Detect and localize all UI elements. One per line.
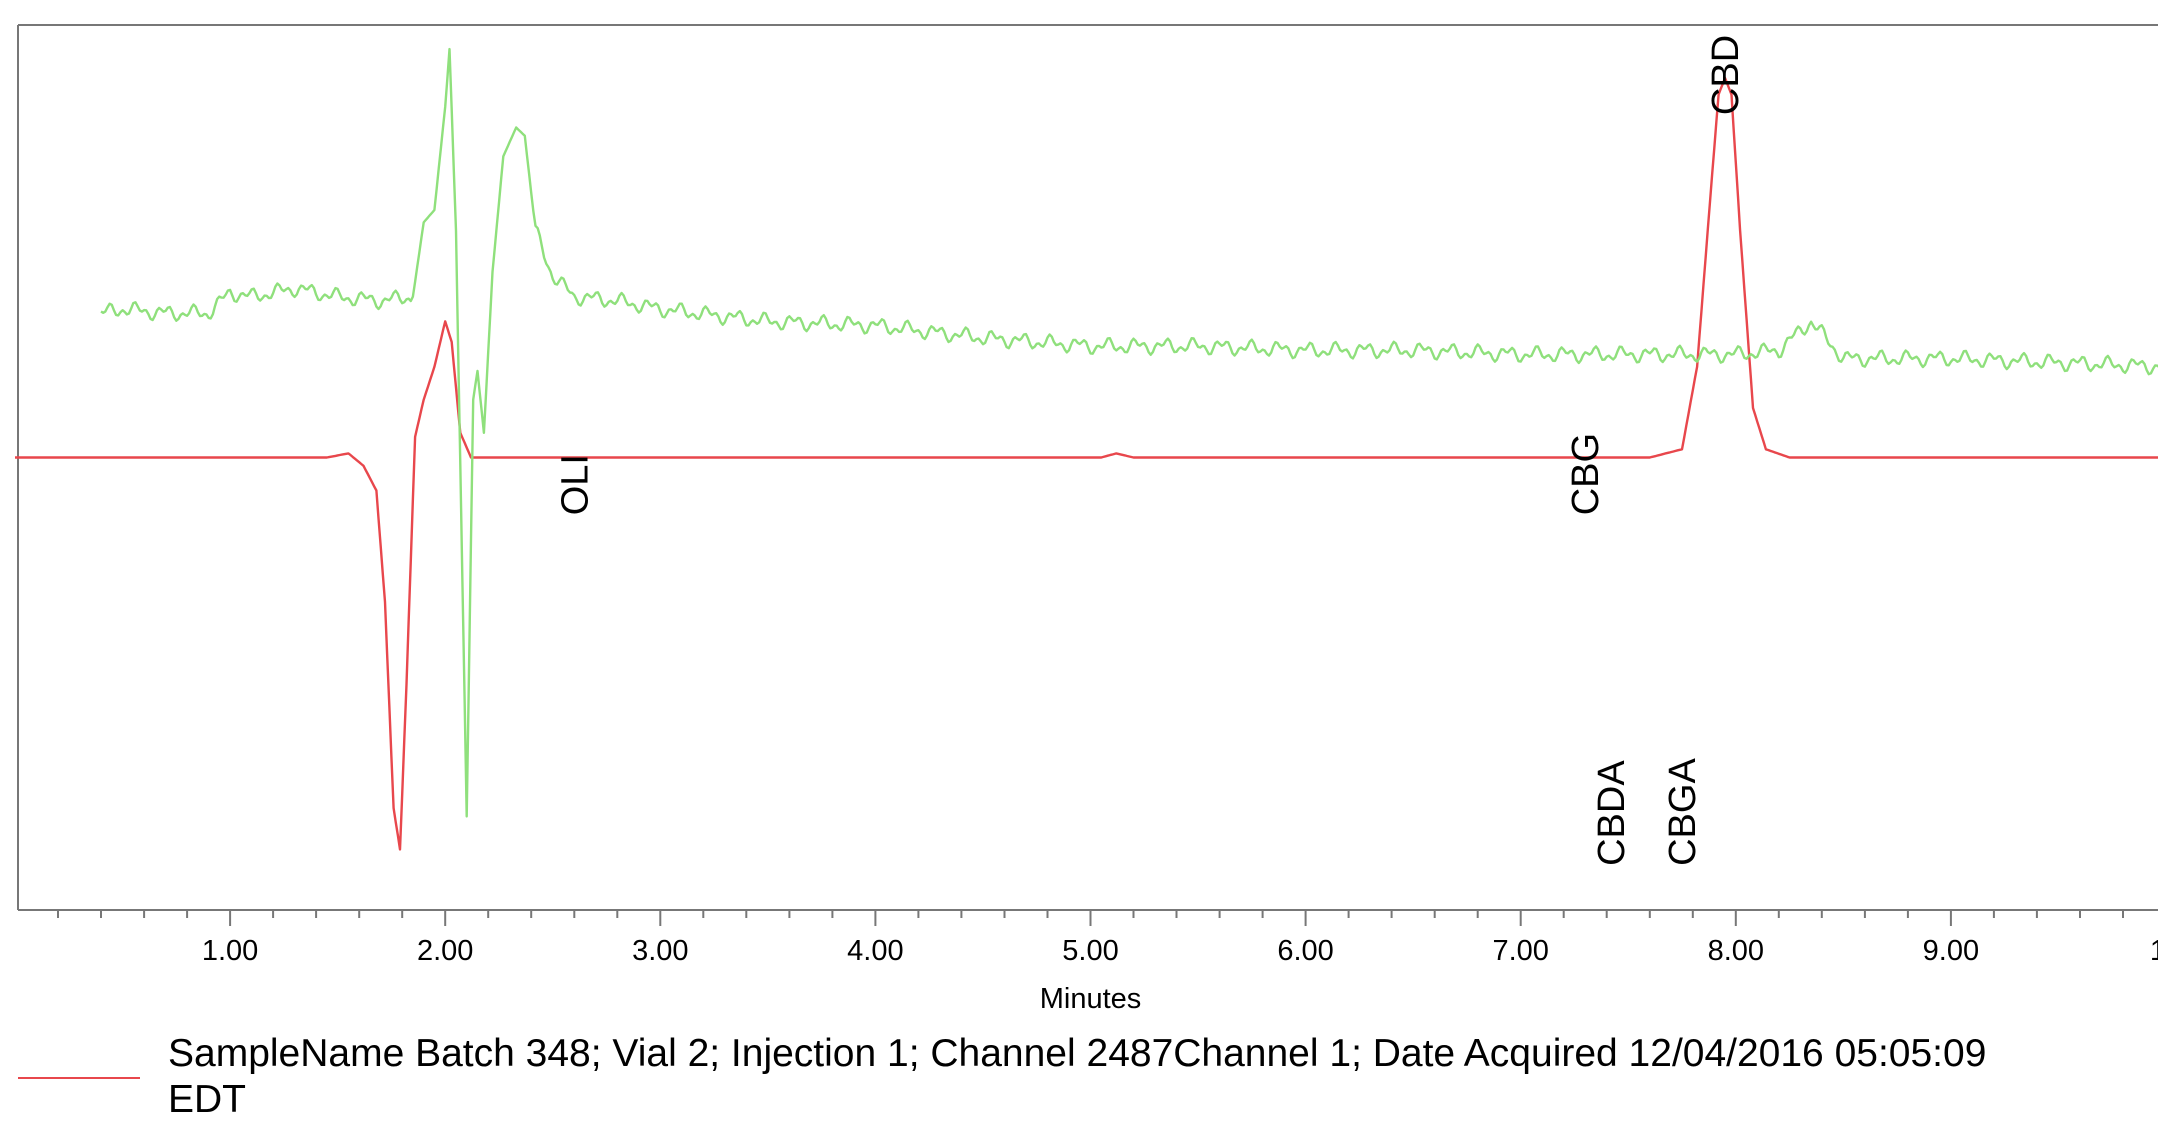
x-tick-label: 9.00 (1923, 935, 1979, 967)
series-layer (15, 47, 2158, 851)
legend-entry-text: SampleName Batch 348; Vial 2; Injection … (168, 1031, 2158, 1123)
x-tick-label: 6.00 (1277, 935, 1333, 967)
x-tick-label: 8.00 (1708, 935, 1764, 967)
legend-line-2: EDT (168, 1078, 246, 1121)
x-tick-label: 3.00 (632, 935, 688, 967)
x-tick-label: 1.00 (202, 935, 258, 967)
peak-label-cbg: CBG (1565, 433, 1607, 515)
peak-label-cbga: CBGA (1662, 758, 1704, 866)
legend: SampleName Batch 348; Vial 2; Injection … (0, 1025, 2158, 1125)
series-line-green (100, 47, 2158, 818)
x-tick-label: 10 (2150, 935, 2158, 967)
x-axis: 1.00 2.00 3.00 4.00 5.00 6.00 7.00 8.00 9.00 10 (18, 909, 2158, 967)
x-tick-label: 4.00 (847, 935, 903, 967)
x-tick-label: 7.00 (1492, 935, 1548, 967)
plot-frame (17, 24, 2158, 910)
series-line-red (15, 76, 2158, 851)
x-tick-label: 5.00 (1062, 935, 1118, 967)
peak-label-cbda: CBDA (1591, 760, 1633, 866)
legend-swatch-red (18, 1077, 140, 1079)
legend-line-1: SampleName Batch 348; Vial 2; Injection … (168, 1032, 1987, 1075)
annotation-layer: OLI CBG CBD CBDA CBGA (554, 35, 1747, 866)
peak-label-cbd: CBD (1705, 35, 1747, 115)
chromatogram-chart: OLI CBG CBD CBDA CBGA 1.00 2.00 3.00 4.00 5.00 6.… (15, 24, 2158, 1015)
peak-label-oli: OLI (554, 454, 596, 515)
x-axis-title: Minutes (1040, 983, 1142, 1015)
x-tick-label: 2.00 (417, 935, 473, 967)
